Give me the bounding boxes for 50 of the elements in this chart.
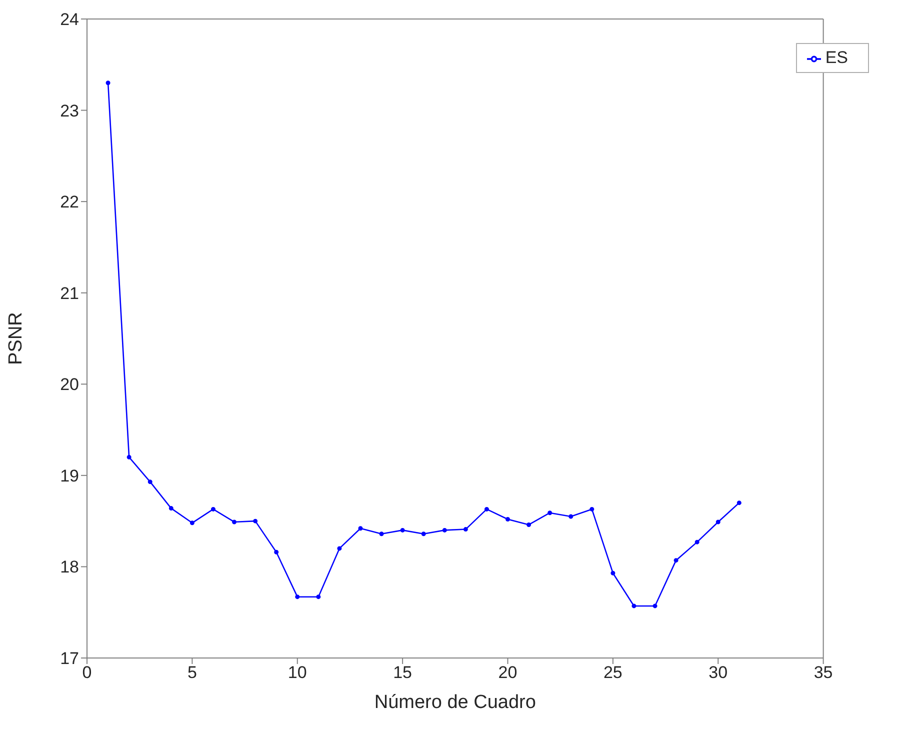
- point: [484, 506, 489, 512]
- point: [442, 528, 447, 532]
- point: [210, 506, 216, 512]
- x-tick-label: 25: [603, 663, 622, 682]
- y-tick-label: 21: [60, 284, 79, 303]
- point: [610, 570, 616, 576]
- x-tick-label: 10: [288, 663, 307, 682]
- point: [232, 520, 237, 524]
- point: [358, 526, 363, 531]
- y-tick-label: 17: [60, 649, 79, 668]
- point: [674, 558, 678, 563]
- point: [253, 518, 258, 524]
- x-axis-title: Número de Cuadro: [374, 692, 536, 713]
- point: [168, 506, 174, 511]
- point: [379, 532, 384, 536]
- x-tick-label: 0: [82, 663, 92, 682]
- y-tick-label: 18: [60, 558, 79, 577]
- legend-label: ES: [825, 48, 848, 67]
- point: [421, 532, 426, 536]
- point: [190, 520, 194, 526]
- point: [694, 540, 700, 544]
- point: [652, 604, 658, 608]
- point: [526, 522, 532, 527]
- point: [316, 594, 321, 600]
- y-axis-title: PSNR: [6, 312, 27, 365]
- point: [337, 546, 342, 551]
- point: [274, 550, 279, 554]
- point: [590, 506, 594, 512]
- y-tick-label: 22: [60, 192, 79, 212]
- point: [148, 480, 152, 484]
- point: [632, 604, 636, 608]
- point: [716, 520, 720, 524]
- point: [506, 516, 510, 522]
- point: [548, 510, 552, 516]
- point: [295, 594, 300, 600]
- x-tick-label: 5: [187, 663, 197, 682]
- point: [463, 527, 468, 532]
- point: [736, 500, 742, 506]
- point: [126, 454, 132, 460]
- point: [568, 514, 574, 519]
- y-tick-label: 19: [60, 466, 79, 486]
- x-tick-label: 30: [708, 663, 728, 682]
- point: [106, 80, 110, 86]
- y-tick-label: 24: [60, 10, 79, 30]
- point: [400, 528, 405, 532]
- y-tick-label: 23: [60, 101, 79, 120]
- x-tick-label: 20: [498, 663, 518, 682]
- x-tick-label: 35: [814, 663, 833, 682]
- x-tick-label: 15: [393, 663, 412, 682]
- y-tick-label: 20: [60, 375, 79, 394]
